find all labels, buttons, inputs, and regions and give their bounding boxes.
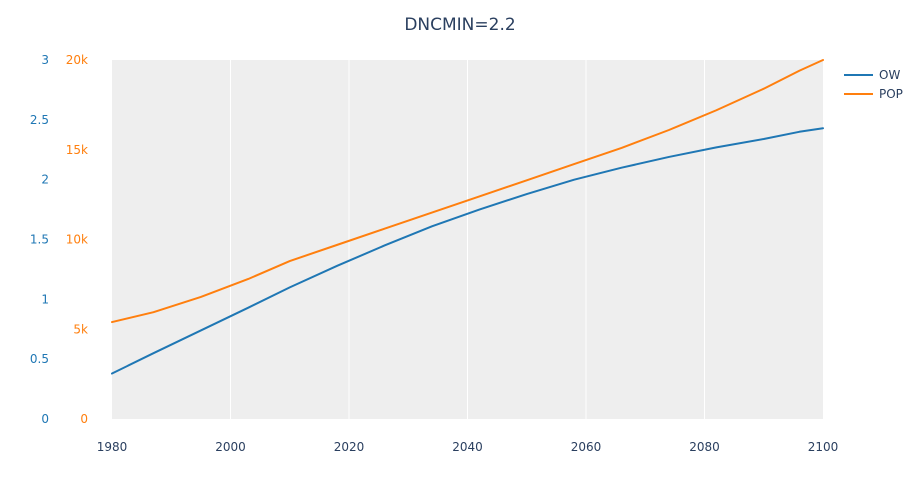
x-axis: 1980 2000 2020 2040 2060 2080 2100: [97, 440, 839, 454]
series-lines: [111, 59, 824, 375]
y-axis-left: 0 0.5 1 1.5 2 2.5 3: [30, 53, 49, 426]
y-tick-label: 3: [41, 53, 49, 67]
y-tick-label: 0.5: [30, 352, 49, 366]
chart-title: DNCMIN=2.2: [404, 15, 515, 35]
x-tick-label: 2100: [808, 440, 839, 454]
legend-item-pop[interactable]: POP: [844, 87, 903, 101]
x-tick-label: 2000: [215, 440, 246, 454]
x-tick-label: 2060: [571, 440, 602, 454]
y-tick-label: 1: [41, 292, 49, 306]
legend-item-ow[interactable]: OW: [844, 68, 900, 82]
y2-tick-label: 20k: [66, 53, 88, 67]
x-tick-label: 2080: [689, 440, 720, 454]
y-tick-label: 2: [41, 173, 49, 187]
series-line-pop: [111, 59, 824, 324]
legend[interactable]: OW POP: [844, 68, 903, 101]
y2-tick-label: 0: [80, 412, 88, 426]
grid-lines: [230, 60, 705, 419]
y-tick-label: 0: [41, 412, 49, 426]
x-tick-label: 1980: [97, 440, 128, 454]
y2-tick-label: 10k: [66, 233, 88, 247]
y-tick-label: 1.5: [30, 233, 49, 247]
x-tick-label: 2040: [452, 440, 483, 454]
y-tick-label: 2.5: [30, 113, 49, 127]
series-line-ow: [111, 127, 824, 375]
y2-tick-label: 5k: [73, 322, 88, 336]
legend-label: POP: [879, 87, 903, 101]
y-axis-secondary: 0 5k 10k 15k 20k: [66, 53, 88, 426]
x-tick-label: 2020: [334, 440, 365, 454]
legend-label: OW: [879, 68, 900, 82]
y2-tick-label: 15k: [66, 143, 88, 157]
